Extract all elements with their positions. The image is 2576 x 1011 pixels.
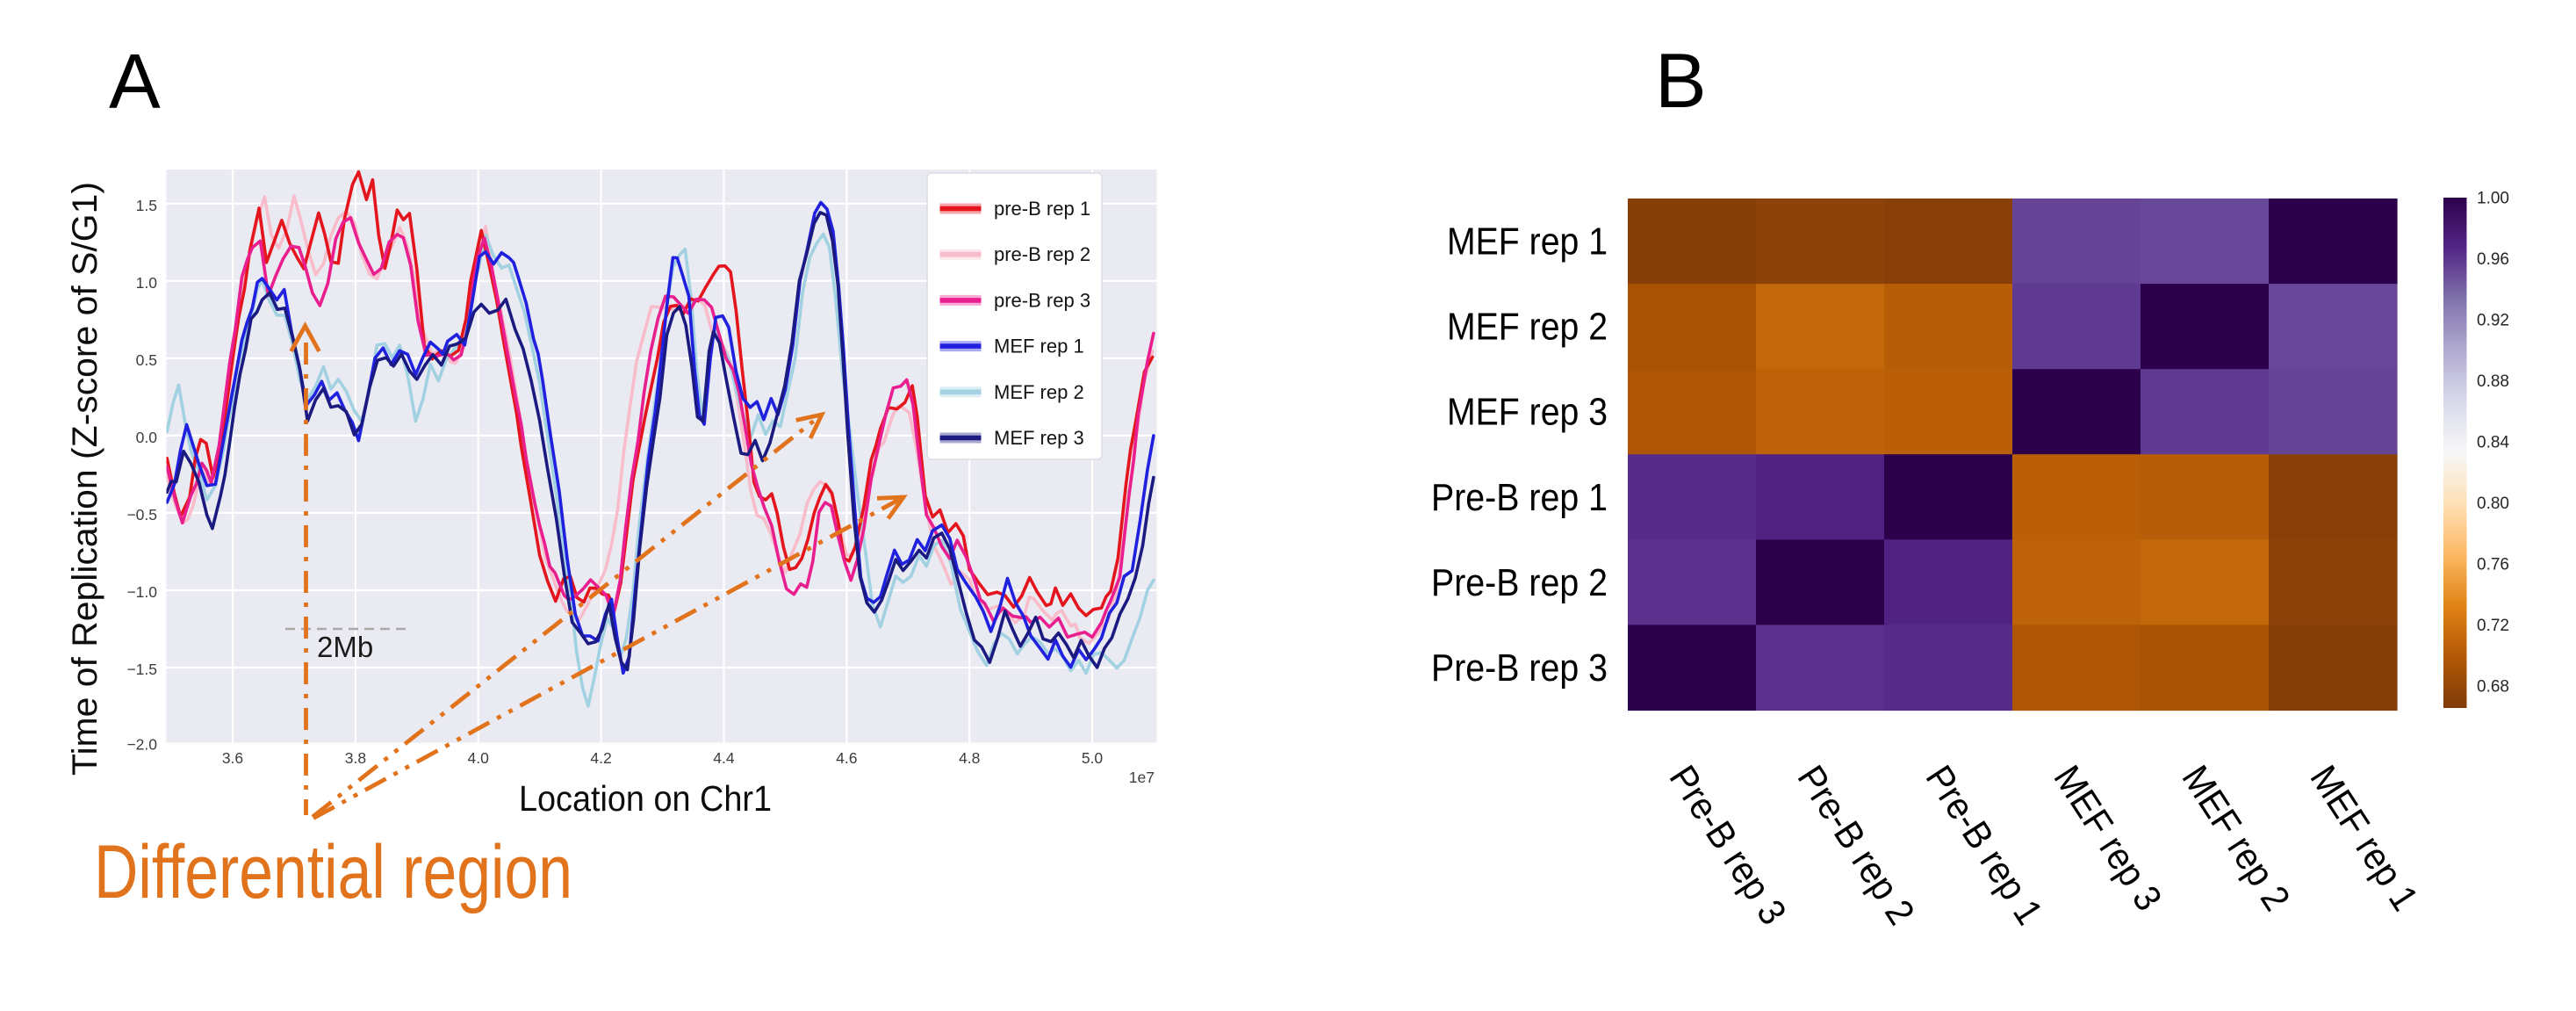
svg-text:MEF rep 3: MEF rep 3 — [1447, 391, 1608, 434]
svg-text:1.5: 1.5 — [136, 197, 157, 214]
svg-text:1e7: 1e7 — [1129, 769, 1155, 786]
svg-text:Pre-B rep 1: Pre-B rep 1 — [1431, 476, 1608, 519]
svg-text:4.6: 4.6 — [836, 749, 857, 767]
svg-text:0.5: 0.5 — [136, 351, 157, 369]
svg-text:4.2: 4.2 — [590, 749, 611, 767]
svg-text:3.8: 3.8 — [345, 749, 366, 767]
svg-text:MEF rep 2: MEF rep 2 — [994, 381, 1084, 403]
svg-text:3.6: 3.6 — [222, 749, 243, 767]
svg-text:MEF rep 3: MEF rep 3 — [994, 427, 1084, 449]
svg-text:MEF rep 1: MEF rep 1 — [994, 336, 1084, 357]
svg-text:−2.0: −2.0 — [126, 736, 157, 754]
svg-text:0.68: 0.68 — [2477, 678, 2509, 697]
svg-text:Pre-B rep 2: Pre-B rep 2 — [1431, 561, 1608, 604]
svg-text:1.0: 1.0 — [136, 274, 158, 292]
svg-text:0.96: 0.96 — [2477, 250, 2509, 269]
svg-text:A: A — [109, 38, 161, 125]
svg-text:B: B — [1655, 37, 1707, 124]
svg-text:0.88: 0.88 — [2477, 372, 2509, 391]
svg-text:Location on Chr1: Location on Chr1 — [519, 778, 772, 819]
svg-text:4.4: 4.4 — [713, 749, 735, 767]
svg-text:Pre-B rep 3: Pre-B rep 3 — [1431, 646, 1608, 690]
svg-text:1.00: 1.00 — [2477, 190, 2509, 208]
svg-text:−1.0: −1.0 — [126, 583, 157, 601]
svg-text:4.0: 4.0 — [468, 749, 490, 767]
svg-text:Time of Replication (Z-score o: Time of Replication (Z-score of S/G1) — [66, 182, 104, 776]
svg-text:MEF rep 2: MEF rep 2 — [1447, 306, 1608, 349]
svg-text:−1.5: −1.5 — [126, 661, 157, 678]
svg-text:Differential region: Differential region — [94, 830, 572, 914]
svg-text:0.72: 0.72 — [2477, 617, 2509, 635]
svg-text:4.8: 4.8 — [959, 749, 980, 767]
svg-text:0.80: 0.80 — [2477, 495, 2509, 513]
svg-text:pre-B rep 3: pre-B rep 3 — [994, 289, 1090, 311]
svg-text:0.76: 0.76 — [2477, 556, 2509, 574]
svg-text:5.0: 5.0 — [1082, 749, 1104, 767]
svg-text:MEF rep 1: MEF rep 1 — [1447, 220, 1608, 264]
svg-text:0.84: 0.84 — [2477, 434, 2509, 452]
svg-text:2Mb: 2Mb — [317, 631, 373, 663]
svg-text:pre-B rep 2: pre-B rep 2 — [994, 243, 1090, 265]
svg-text:0.0: 0.0 — [136, 429, 158, 446]
svg-text:0.92: 0.92 — [2477, 312, 2509, 330]
svg-text:pre-B rep 1: pre-B rep 1 — [994, 198, 1090, 220]
svg-text:−0.5: −0.5 — [126, 506, 157, 524]
